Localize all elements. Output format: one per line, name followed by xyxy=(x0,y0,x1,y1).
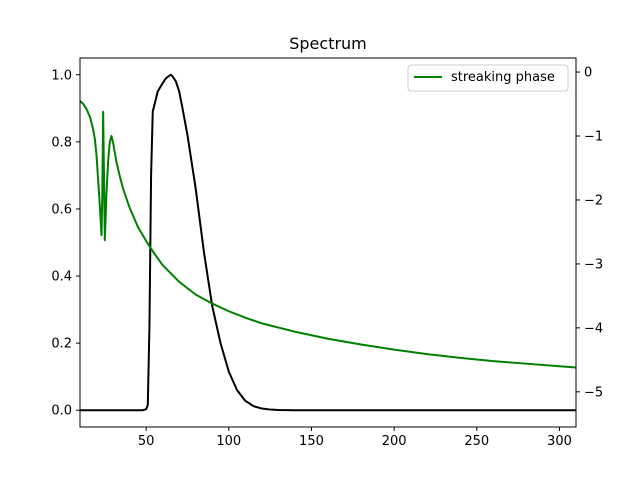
y-left-tick-label: 0.8 xyxy=(51,135,72,150)
chart-title: Spectrum xyxy=(289,34,367,53)
legend-label-streaking-phase: streaking phase xyxy=(451,70,555,85)
y-right-tick-label: −1 xyxy=(584,130,603,145)
x-tick-label: 50 xyxy=(138,434,155,449)
plot-area xyxy=(80,73,576,412)
x-axis: 50 100 150 200 250 300 xyxy=(138,427,572,449)
x-tick-label: 150 xyxy=(299,434,324,449)
y-left-tick-label: 0.2 xyxy=(51,337,72,352)
y-axis-left: 0.0 0.2 0.4 0.6 0.8 1.0 xyxy=(51,68,80,419)
y-right-tick-label: −3 xyxy=(584,257,603,272)
y-right-tick-label: −5 xyxy=(584,385,603,400)
y-left-tick-label: 0.0 xyxy=(51,404,72,419)
plot-frame xyxy=(79,57,577,428)
y-left-tick-label: 0.4 xyxy=(51,270,72,285)
x-tick-label: 100 xyxy=(216,434,241,449)
legend: streaking phase xyxy=(407,64,569,92)
series-line-spectrum xyxy=(80,73,576,412)
y-right-tick-label: −4 xyxy=(584,321,603,336)
legend-box xyxy=(407,64,569,92)
y-right-tick-label: 0 xyxy=(584,66,592,81)
x-tick-label: 300 xyxy=(547,434,572,449)
series-line-streaking-phase xyxy=(80,100,576,369)
y-axis-right: 0 −1 −2 −3 −4 −5 xyxy=(576,66,603,400)
y-left-tick-label: 1.0 xyxy=(51,68,72,83)
x-tick-label: 250 xyxy=(464,434,489,449)
x-tick-label: 200 xyxy=(382,434,407,449)
y-left-tick-label: 0.6 xyxy=(51,202,72,217)
y-right-tick-label: −2 xyxy=(584,193,603,208)
